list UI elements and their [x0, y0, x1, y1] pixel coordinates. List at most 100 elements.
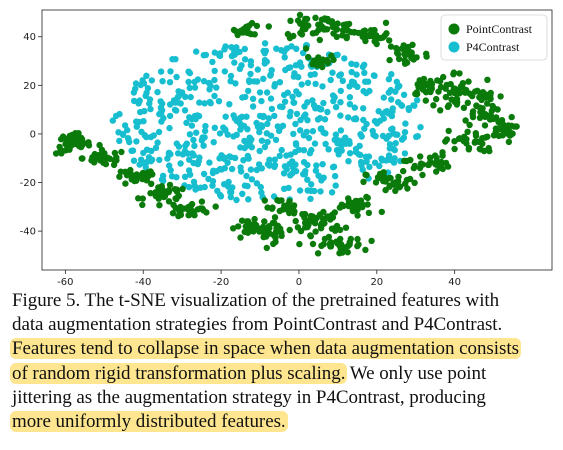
data-point: [211, 76, 218, 84]
data-point: [154, 139, 161, 146]
data-point: [394, 131, 401, 138]
data-point: [305, 134, 313, 142]
data-point: [237, 168, 245, 175]
data-point: [231, 59, 238, 66]
data-point: [327, 76, 334, 84]
data-point: [221, 165, 228, 172]
data-point: [371, 117, 379, 125]
data-point: [176, 208, 183, 215]
series-p4contrast: [109, 40, 424, 204]
data-point: [451, 145, 458, 153]
data-point: [261, 40, 269, 47]
data-point: [135, 195, 142, 202]
data-point: [278, 146, 285, 154]
data-point: [271, 156, 278, 163]
y-tick-label: 20: [23, 81, 36, 92]
data-point: [297, 127, 304, 134]
data-point: [300, 147, 308, 154]
data-point: [495, 118, 502, 126]
data-point: [179, 185, 186, 193]
data-point: [152, 144, 160, 151]
data-point: [237, 114, 244, 122]
data-point: [216, 52, 224, 60]
data-point: [185, 212, 192, 219]
data-point: [423, 50, 430, 57]
data-point: [263, 244, 270, 252]
data-point: [300, 24, 307, 32]
data-point: [357, 151, 364, 159]
data-point: [126, 138, 133, 146]
data-point: [286, 198, 293, 205]
data-point: [400, 42, 407, 49]
x-tick-label: 20: [370, 277, 383, 288]
data-point: [148, 180, 155, 187]
data-point: [268, 67, 275, 74]
data-point: [147, 190, 154, 197]
data-point: [479, 135, 486, 142]
data-point: [292, 120, 299, 128]
data-point: [247, 166, 255, 173]
data-point: [271, 112, 278, 120]
data-point: [243, 113, 250, 120]
data-point: [241, 182, 249, 189]
data-point: [142, 164, 149, 171]
data-point: [200, 142, 207, 149]
data-point: [303, 128, 310, 135]
data-point: [355, 198, 362, 205]
data-point: [157, 68, 165, 75]
data-point: [187, 204, 194, 211]
data-point: [171, 106, 179, 114]
data-point: [196, 99, 203, 106]
data-point: [276, 79, 284, 86]
data-point: [216, 165, 224, 173]
data-point: [286, 209, 293, 217]
data-point: [345, 158, 352, 165]
data-point: [406, 50, 413, 57]
data-point: [347, 28, 355, 36]
data-point: [311, 140, 319, 147]
data-point: [379, 157, 386, 164]
data-point: [281, 54, 288, 61]
data-point: [313, 214, 320, 222]
data-point: [253, 166, 260, 174]
data-point: [401, 157, 408, 164]
data-point: [181, 107, 189, 114]
data-point: [187, 93, 194, 101]
data-point: [337, 99, 344, 106]
data-point: [313, 162, 320, 169]
data-point: [373, 40, 380, 48]
data-point: [371, 159, 379, 166]
data-point: [317, 188, 324, 195]
data-point: [293, 110, 301, 118]
data-point: [328, 52, 335, 59]
data-point: [85, 139, 92, 146]
data-point: [296, 240, 303, 248]
data-point: [287, 108, 294, 116]
data-point: [152, 189, 159, 196]
data-point: [192, 115, 199, 123]
data-point: [211, 92, 218, 100]
data-point: [248, 19, 256, 27]
data-point: [287, 151, 294, 158]
y-tick-label: 0: [30, 129, 36, 140]
data-point: [307, 232, 314, 239]
data-point: [342, 134, 349, 141]
data-point: [321, 25, 328, 32]
data-point: [396, 183, 404, 190]
data-point: [334, 136, 341, 144]
data-point: [413, 133, 420, 140]
data-point: [109, 117, 117, 124]
tsne-figure: -60 -40 -20 0 20 40 -40 -20 0 20 40 PointContrast P…: [20, 9, 553, 288]
data-point: [206, 86, 213, 93]
plot-axes: -60 -40 -20 0 20 40 -40 -20 0 20 40: [20, 9, 553, 288]
caption-text: jittering as the augmentation strategy i…: [12, 386, 486, 408]
data-point: [415, 84, 422, 91]
data-point: [422, 97, 429, 104]
data-point: [77, 143, 85, 151]
data-point: [251, 215, 258, 223]
y-tick-label: -40: [20, 227, 36, 238]
data-point: [358, 133, 365, 140]
data-point: [123, 172, 131, 179]
data-point: [383, 30, 390, 37]
data-point: [233, 196, 240, 204]
